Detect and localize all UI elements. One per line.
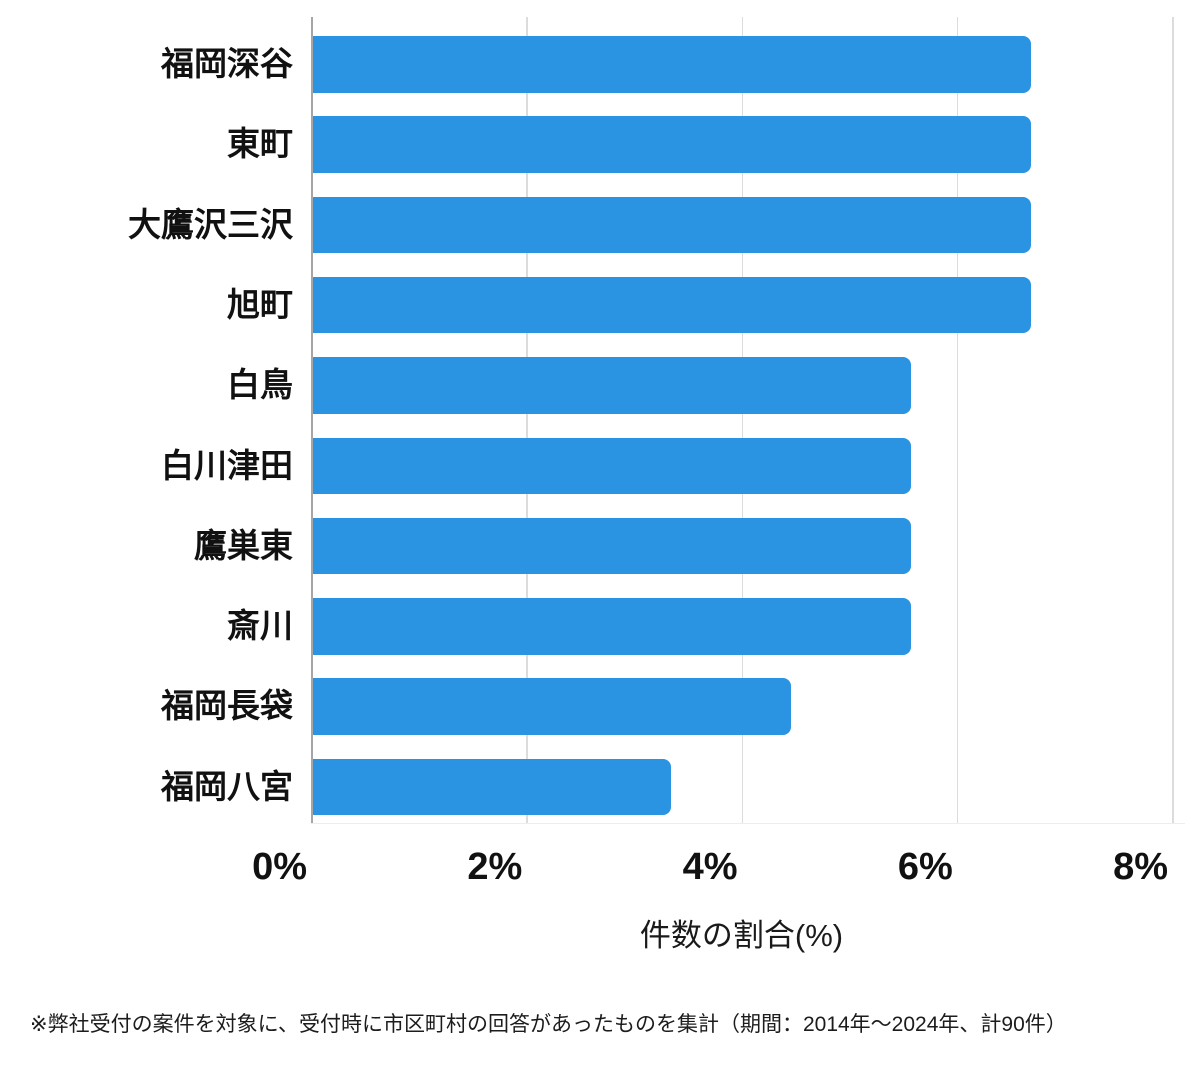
x-tick-label: 4%	[682, 846, 738, 888]
bar	[313, 276, 1031, 334]
category-label: 斎川	[227, 607, 293, 645]
x-gridline	[1172, 17, 1174, 823]
x-gridline	[741, 17, 743, 823]
category-label: 白鳥	[227, 366, 293, 404]
footnote: ※弊社受付の案件を対象に、受付時に市区町村の回答があったものを集計（期間：201…	[30, 1013, 1067, 1036]
x-tick-label: 6%	[897, 846, 953, 888]
category-label: 東町	[227, 125, 293, 163]
x-tick-label: 8%	[1113, 846, 1168, 888]
bar	[313, 758, 672, 816]
x-tick-label: 2%	[467, 846, 523, 888]
bar	[313, 116, 1031, 173]
plot-area	[311, 17, 1185, 824]
bar	[313, 517, 912, 575]
category-label: 旭町	[227, 285, 293, 323]
bar	[313, 678, 791, 735]
category-label: 大鷹沢三沢	[128, 205, 293, 243]
plot-bottom-border	[311, 823, 1185, 824]
y-axis-line	[311, 17, 313, 823]
bar	[313, 36, 1031, 93]
x-gridline	[956, 17, 959, 823]
category-label: 鷹巣東	[194, 526, 293, 564]
bar	[313, 437, 912, 494]
x-axis-title: 件数の割合(%)	[639, 918, 844, 953]
category-label: 福岡八宮	[161, 767, 293, 805]
bar	[313, 357, 912, 414]
bar	[313, 196, 1031, 254]
x-tick-label: 0%	[252, 846, 307, 888]
x-gridline	[526, 17, 528, 823]
bar	[313, 598, 912, 655]
category-label: 福岡深谷	[161, 45, 293, 82]
category-label: 福岡長袋	[161, 687, 293, 725]
category-label: 白川津田	[161, 446, 293, 484]
